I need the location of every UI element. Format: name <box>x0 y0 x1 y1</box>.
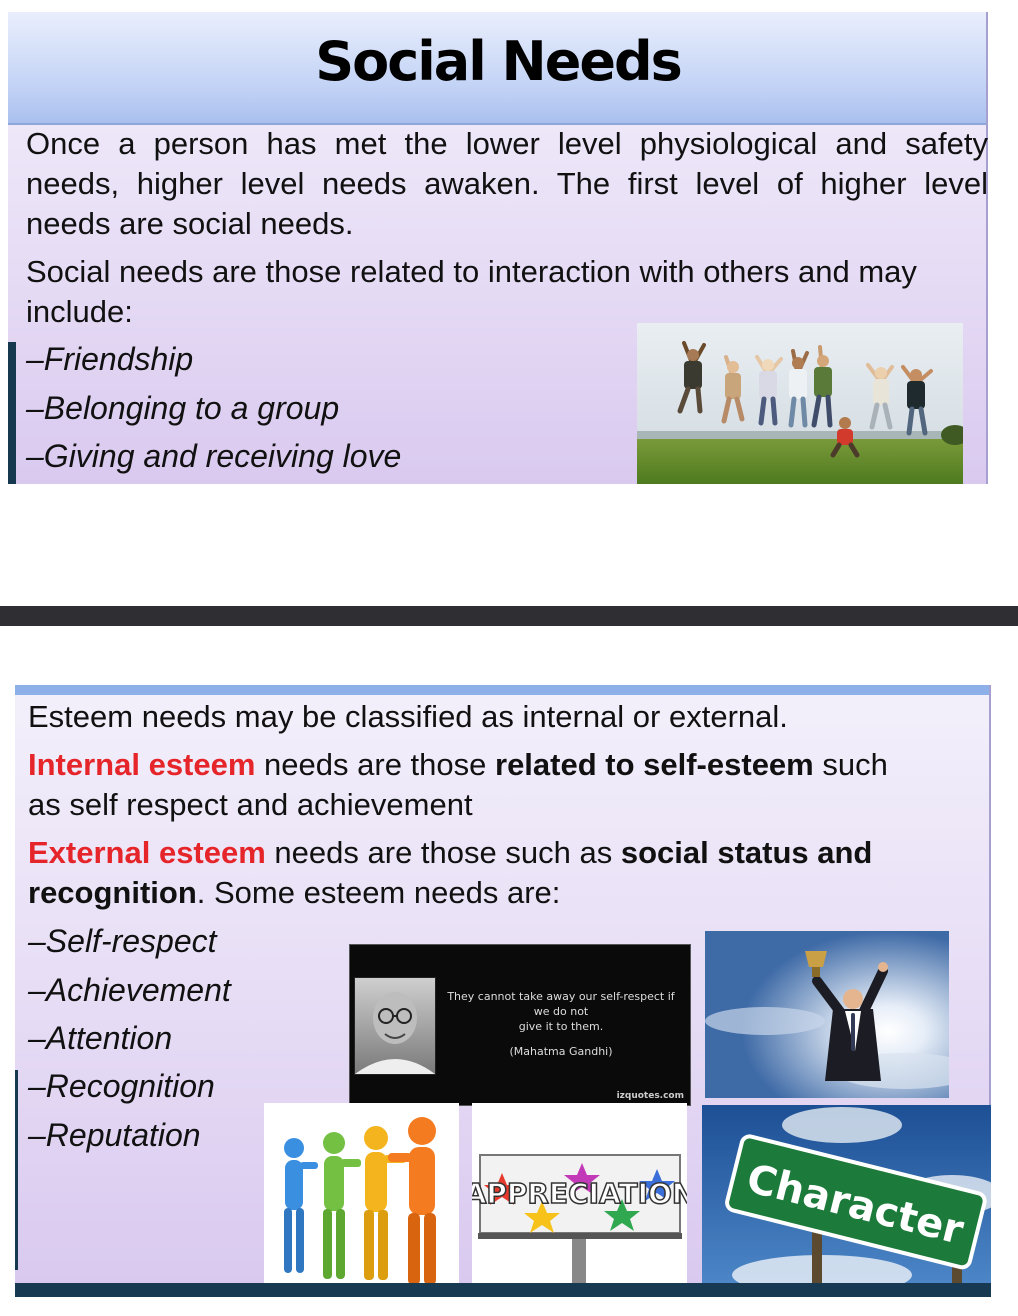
paragraph-line: needs are social needs. <box>26 206 354 241</box>
paragraph-external-esteem: External esteem needs are those such as … <box>28 833 978 913</box>
slide-border <box>989 685 991 1283</box>
bold-span: social status and <box>620 835 873 870</box>
list-item: –Attention <box>28 1020 173 1056</box>
term-external-esteem: External esteem <box>28 835 266 870</box>
slide-social-needs: Social Needs Once a person has met the l… <box>8 12 988 484</box>
gandhi-portrait <box>354 977 436 1075</box>
text-span: . Some esteem needs are: <box>196 875 561 910</box>
paragraph-line: Social needs are those related to intera… <box>26 254 917 289</box>
quote-author: (Mahatma Gandhi) <box>509 1045 613 1058</box>
quote-source: izquotes.com <box>616 1091 684 1101</box>
paragraph-line: needs, higher level needs awaken. The fi… <box>26 166 988 201</box>
list-item: –Achievement <box>28 972 231 1008</box>
bottom-bar <box>15 1283 991 1297</box>
list-item: –Friendship <box>26 341 194 377</box>
bold-span: related to self-esteem <box>495 747 814 782</box>
list-accent-bar <box>15 1070 18 1270</box>
separator-bar <box>0 606 1018 626</box>
paragraph-line: Once a person has met the lower level ph… <box>26 126 988 161</box>
list-item: –Reputation <box>28 1117 201 1153</box>
term-internal-esteem: Internal esteem <box>28 747 256 782</box>
paragraph-intro: Once a person has met the lower level ph… <box>26 124 988 244</box>
clapping-figures-image <box>264 1103 459 1283</box>
appreciation-billboard-image: APPRECIATION <box>472 1103 687 1283</box>
paragraph-social-needs: Social needs are those related to intera… <box>26 252 988 332</box>
slide-border <box>986 12 988 484</box>
list-accent-bar <box>8 342 16 484</box>
text-span: needs are those such as <box>265 835 621 870</box>
quote-text: give it to them. <box>518 1020 604 1033</box>
billboard-text: APPRECIATION <box>472 1177 687 1210</box>
list-item: –Belonging to a group <box>26 390 340 426</box>
slide-top-band <box>15 685 991 695</box>
list-item: –Recognition <box>28 1068 215 1104</box>
friends-jumping-photo <box>637 323 963 484</box>
text-span: needs are those <box>255 747 495 782</box>
paragraph-line: include: <box>26 294 133 329</box>
paragraph-internal-esteem: Internal esteem needs are those related … <box>28 745 978 825</box>
text-span: such <box>813 747 888 782</box>
paragraph-intro: Esteem needs may be classified as intern… <box>28 699 788 734</box>
character-sign-image: Character <box>702 1105 991 1283</box>
slide-title: Social Needs <box>315 30 683 93</box>
list-item: –Self-respect <box>28 923 217 959</box>
paragraph-line: as self respect and achievement <box>28 787 473 822</box>
title-band: Social Needs <box>8 12 988 125</box>
gandhi-quote-image: They cannot take away our self-respect i… <box>349 944 691 1106</box>
quote-text: They cannot take away our self-respect i… <box>447 990 675 1018</box>
bold-span: recognition <box>28 875 197 910</box>
list-item: –Giving and receiving love <box>26 438 402 474</box>
slide-esteem-needs: Esteem needs may be classified as intern… <box>15 685 991 1283</box>
businessman-trophy-photo <box>705 931 949 1098</box>
